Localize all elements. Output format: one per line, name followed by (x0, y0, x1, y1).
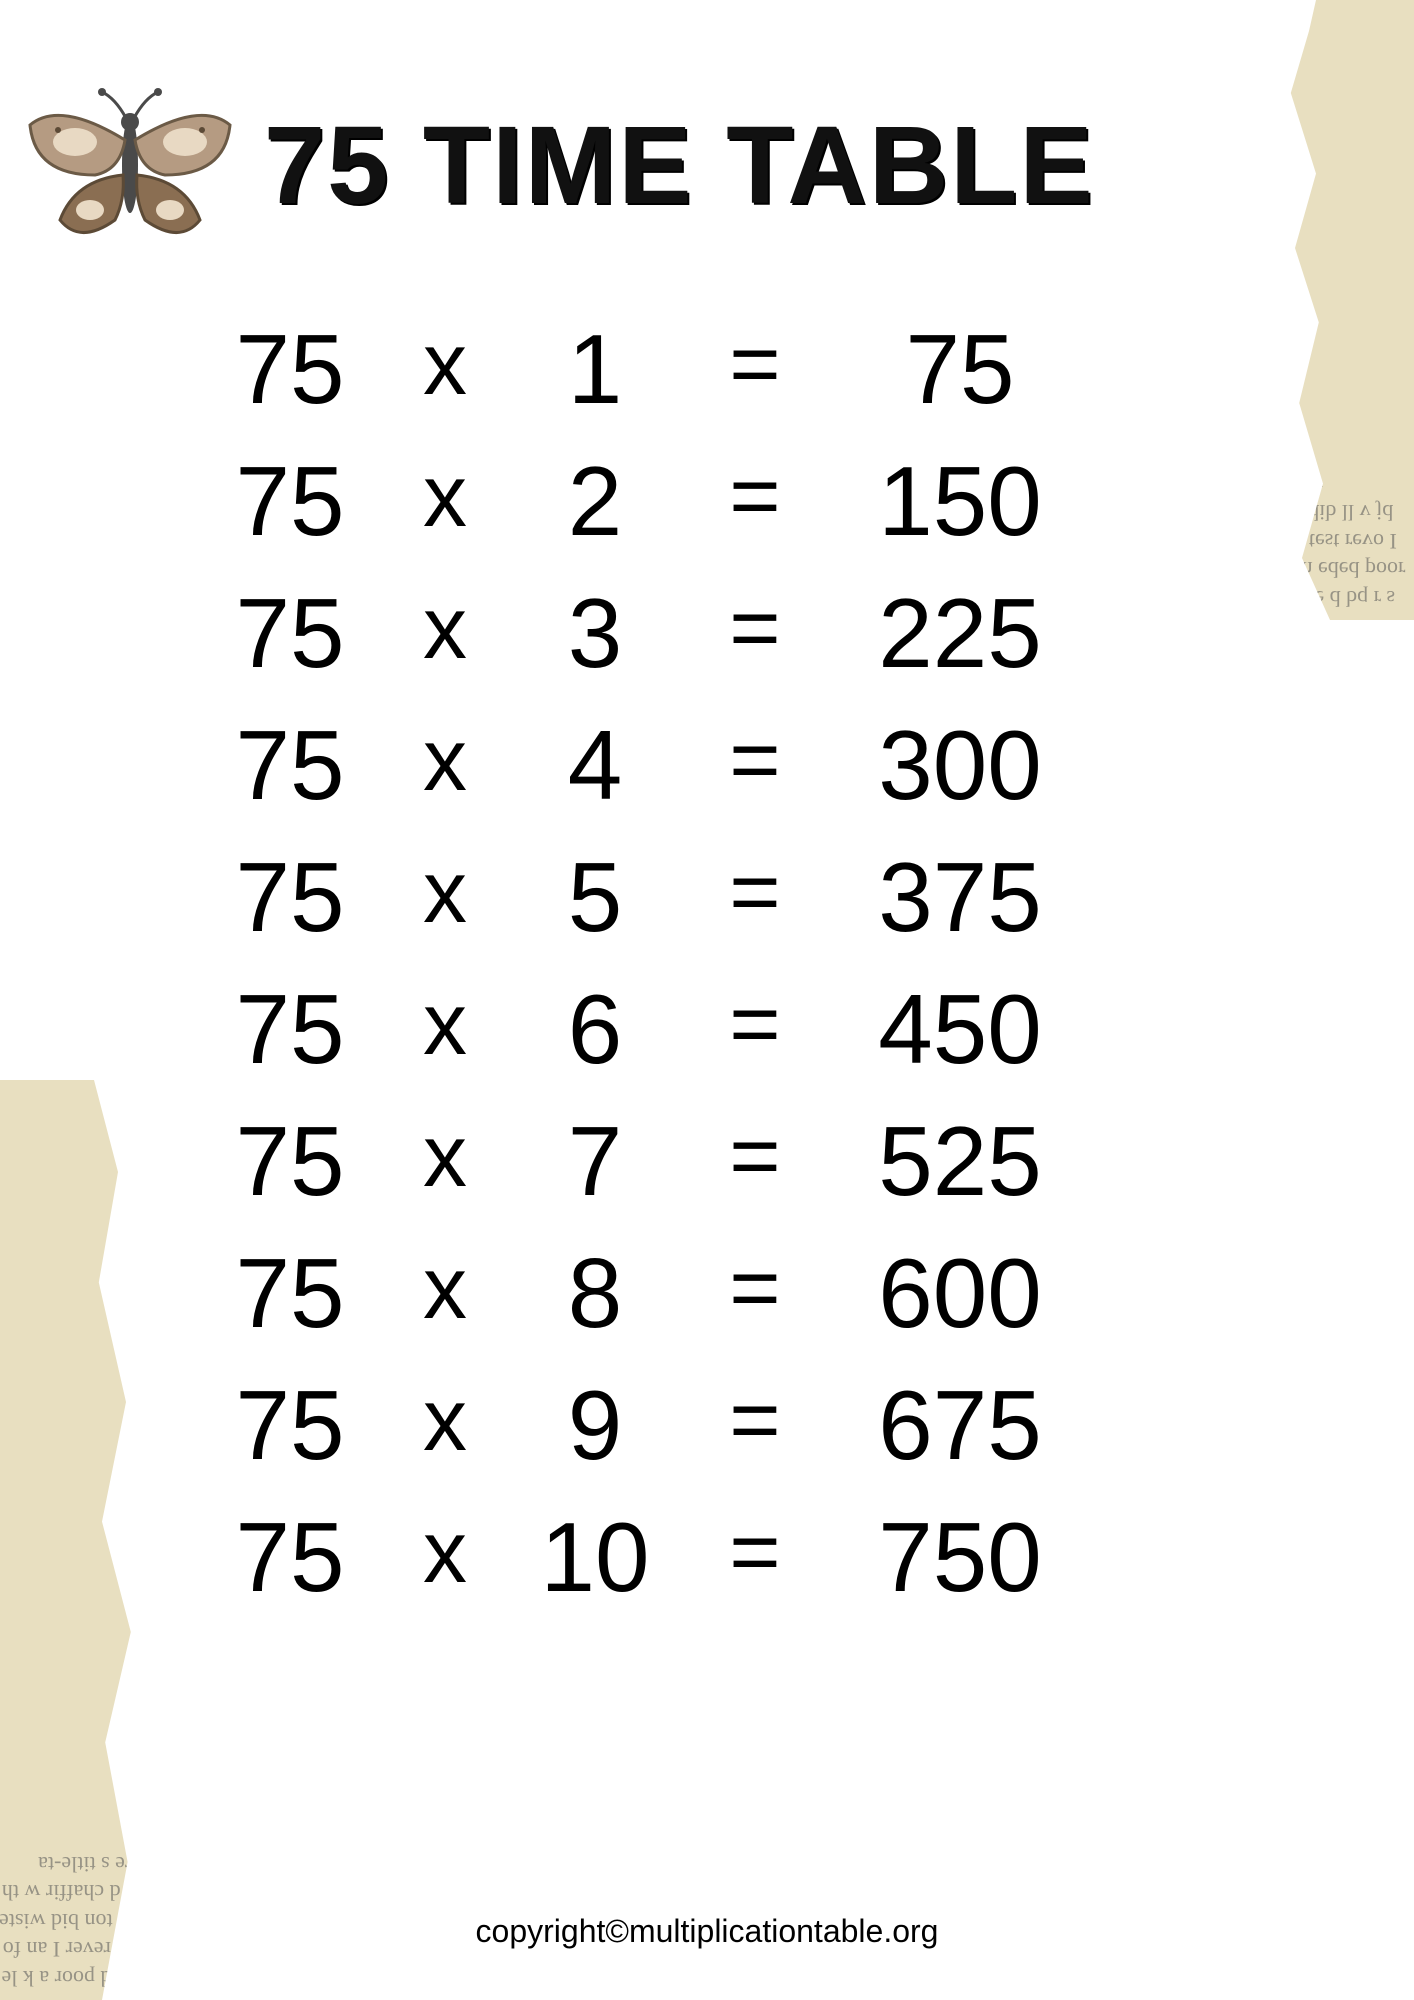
multiplier-n: 9 (510, 1376, 680, 1474)
product: 600 (830, 1244, 1090, 1342)
operator: x (380, 848, 510, 946)
equals-sign: = (680, 1244, 830, 1342)
product: 150 (830, 452, 1090, 550)
multiplier-n: 2 (510, 452, 680, 550)
multiplicand: 75 (200, 584, 380, 682)
multiplicand: 75 (200, 1376, 380, 1474)
operator: x (380, 320, 510, 418)
multiplicand: 75 (200, 716, 380, 814)
operator: x (380, 1244, 510, 1342)
product: 225 (830, 584, 1090, 682)
multiplier-n: 8 (510, 1244, 680, 1342)
product: 675 (830, 1376, 1090, 1474)
multiplier-n: 7 (510, 1112, 680, 1210)
operator: x (380, 980, 510, 1078)
operator: x (380, 1508, 510, 1606)
multiplicand: 75 (200, 320, 380, 418)
equals-sign: = (680, 848, 830, 946)
page-container: 75 TIME TABLE 75x1=7575x2=15075x3=22575x… (0, 0, 1414, 2000)
equals-sign: = (680, 584, 830, 682)
header: 75 TIME TABLE (20, 80, 1334, 250)
multiplier-n: 4 (510, 716, 680, 814)
multiplier-n: 6 (510, 980, 680, 1078)
times-table: 75x1=7575x2=15075x3=22575x4=30075x5=3757… (200, 320, 1334, 1606)
product: 750 (830, 1508, 1090, 1606)
multiplier-n: 5 (510, 848, 680, 946)
equals-sign: = (680, 1508, 830, 1606)
operator: x (380, 584, 510, 682)
multiplier-n: 3 (510, 584, 680, 682)
product: 300 (830, 716, 1090, 814)
multiplicand: 75 (200, 452, 380, 550)
multiplicand: 75 (200, 1112, 380, 1210)
product: 450 (830, 980, 1090, 1078)
operator: x (380, 1376, 510, 1474)
equals-sign: = (680, 716, 830, 814)
multiplicand: 75 (200, 1508, 380, 1606)
multiplicand: 75 (200, 848, 380, 946)
multiplicand: 75 (200, 980, 380, 1078)
operator: x (380, 1112, 510, 1210)
equals-sign: = (680, 1112, 830, 1210)
product: 375 (830, 848, 1090, 946)
equals-sign: = (680, 980, 830, 1078)
operator: x (380, 452, 510, 550)
butterfly-icon (20, 80, 240, 250)
operator: x (380, 716, 510, 814)
multiplicand: 75 (200, 1244, 380, 1342)
multiplier-n: 1 (510, 320, 680, 418)
product: 525 (830, 1112, 1090, 1210)
product: 75 (830, 320, 1090, 418)
copyright-footer: copyright©multiplicationtable.org (0, 1913, 1414, 1950)
page-title: 75 TIME TABLE (264, 102, 1095, 229)
multiplier-n: 10 (510, 1508, 680, 1606)
equals-sign: = (680, 1376, 830, 1474)
equals-sign: = (680, 452, 830, 550)
equals-sign: = (680, 320, 830, 418)
